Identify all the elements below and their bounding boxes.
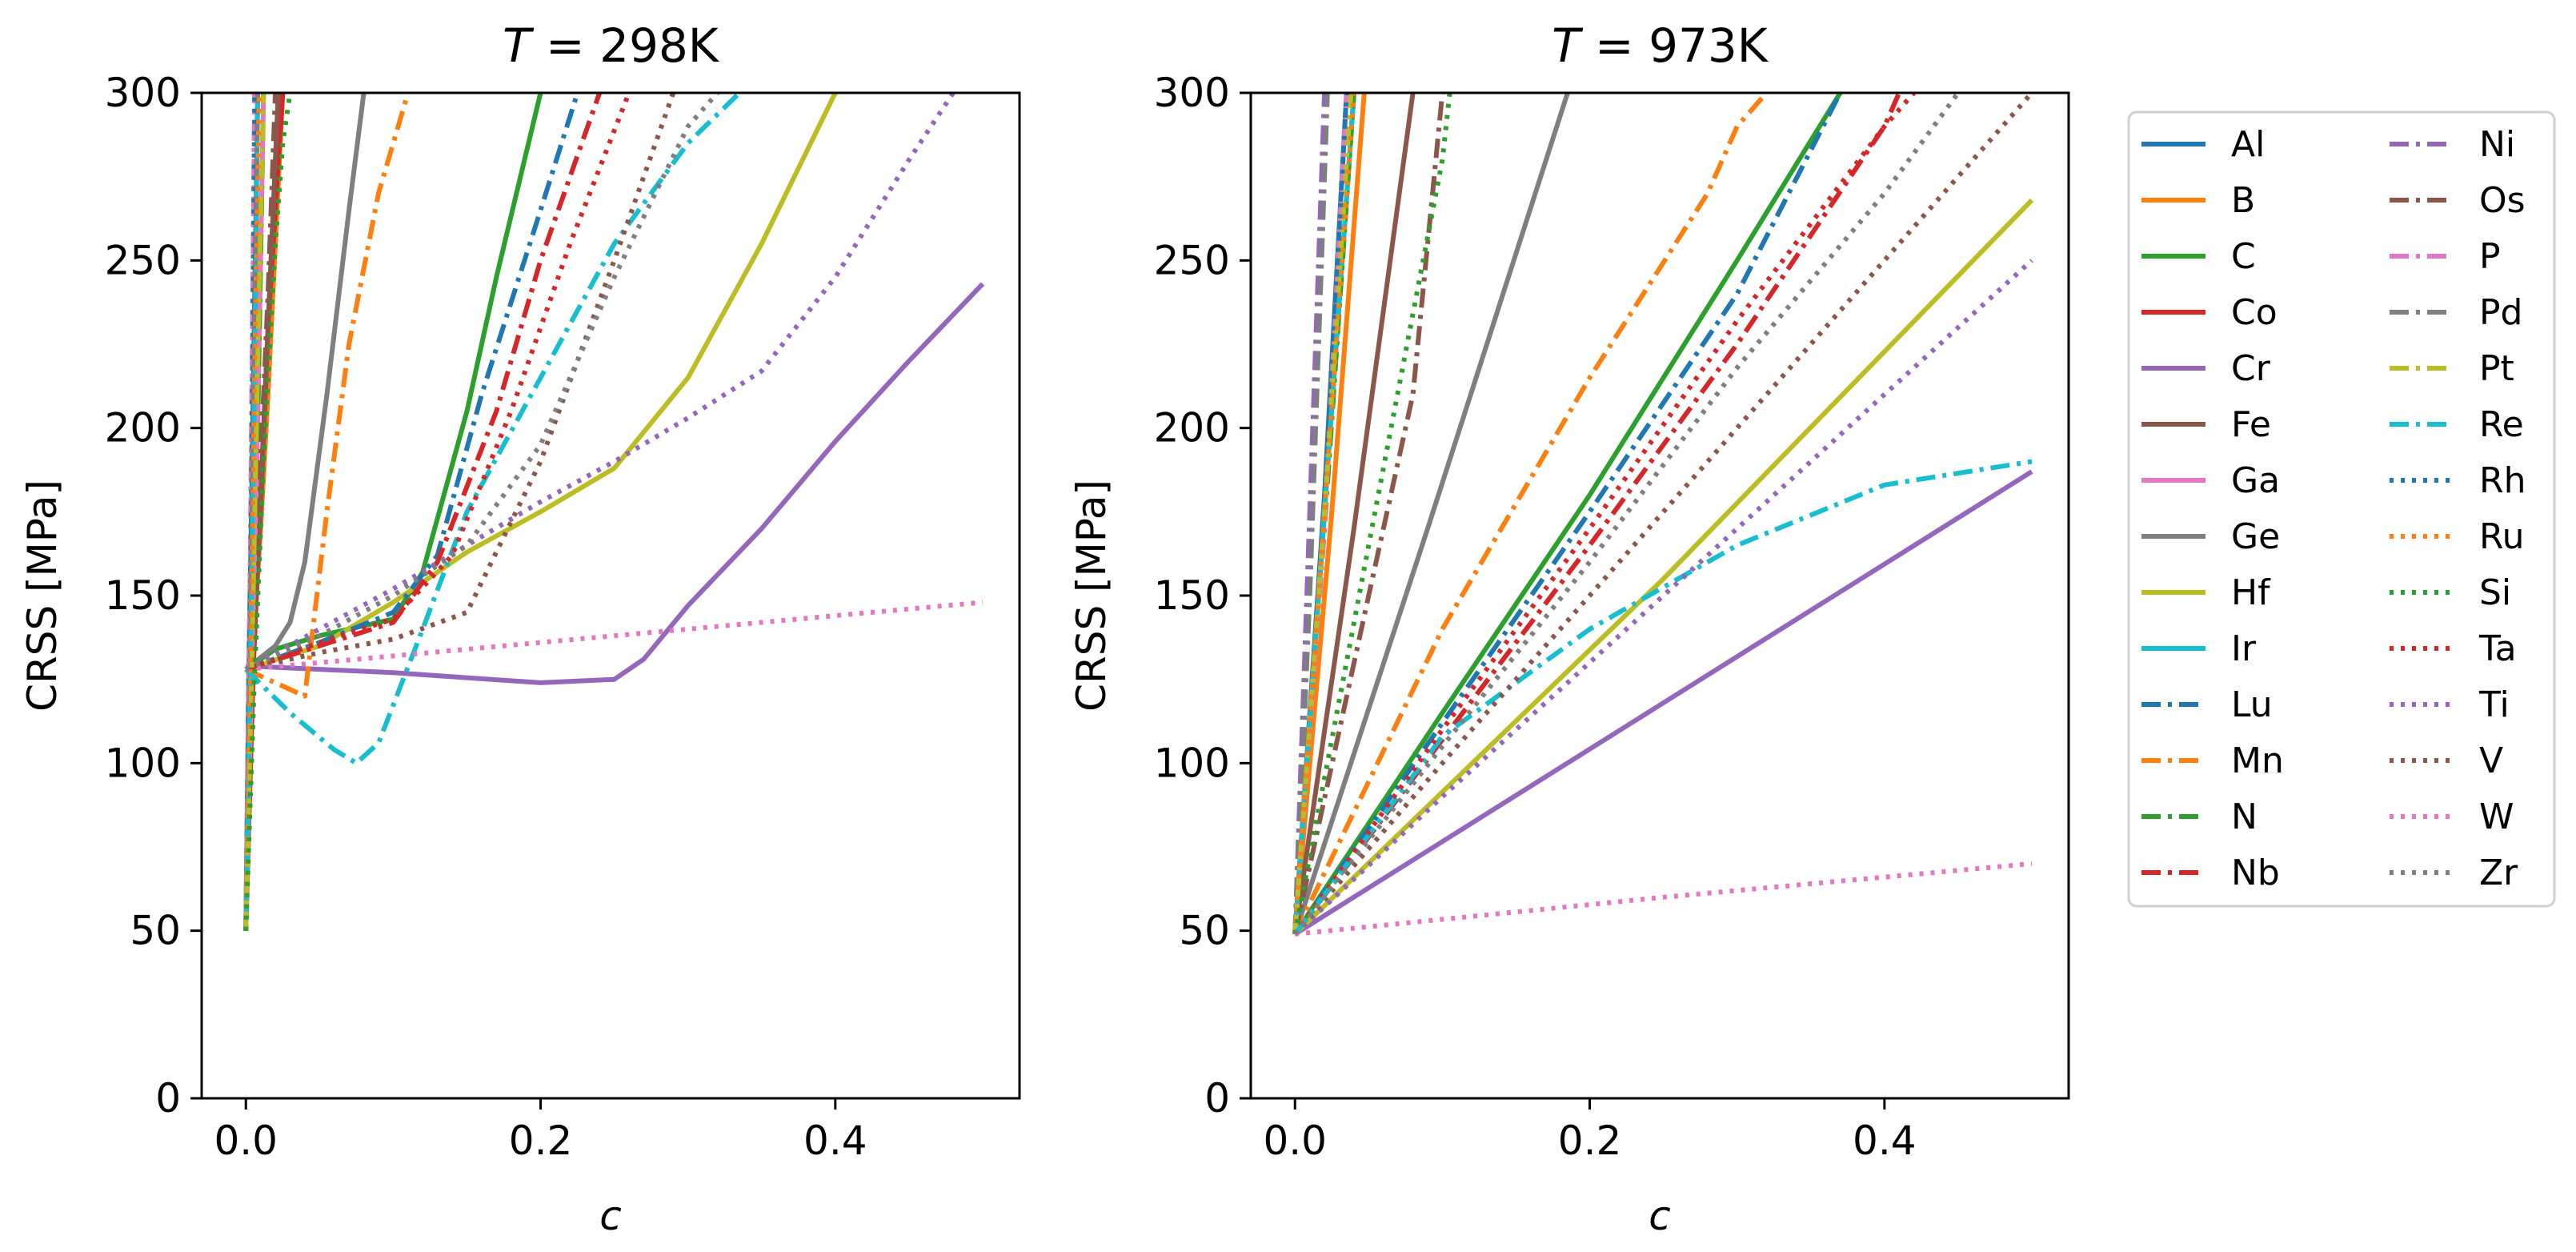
panel-right-series-ta <box>1292 93 1916 936</box>
legend-label-ru: Ru <box>2479 516 2524 557</box>
panel-left-xtick-label: 0.2 <box>509 1118 573 1164</box>
panel-left-xtick-label: 0.4 <box>803 1118 867 1164</box>
panel-right-title-rest: = 973K <box>1580 18 1769 73</box>
legend-label-zr: Zr <box>2479 853 2518 893</box>
legend-label-lu: Lu <box>2231 684 2273 725</box>
panel-left-series-nb <box>245 93 603 672</box>
panel-right-title-var: T <box>1552 18 1584 73</box>
panel-right-ylabel: CRSS [MPa] <box>1068 480 1115 712</box>
panel-left-ytick-label: 300 <box>105 70 181 116</box>
panel-left-ticks: 0.0 0.2 0.4 0 50 100 150 200 250 300 <box>105 70 867 1164</box>
panel-right-series-fe <box>1292 93 1416 935</box>
legend: Al BC Co Cr Fe Ga Ge Hf Ir Lu Mn N Nb Ni Os P Pd Pt Re Rh Ru… <box>2127 110 2556 908</box>
panel-right-ytick-label: 100 <box>1154 740 1230 786</box>
panel-right-series-hf <box>1293 198 2034 937</box>
panel-left-axes-frame <box>200 91 1021 1100</box>
panel-left-ytick-label: 50 <box>130 908 181 954</box>
panel-right-title: T = 973K <box>1552 18 1769 73</box>
panel-right-series-w <box>1294 861 2033 937</box>
legend-label-al: Al <box>2231 124 2265 165</box>
panel-left-title: T = 298K <box>503 18 720 73</box>
panel-right-ytick-label: 300 <box>1154 70 1230 116</box>
panel-left-series-cr <box>246 282 985 685</box>
panel-left-title-rest: = 298K <box>531 18 720 73</box>
panel-left: T = 298K 0.0 0.2 0.4 0 50 100 150 200 250 300 c C… <box>19 18 1021 1239</box>
legend-label-ga: Ga <box>2231 460 2280 501</box>
panel-left-title-var: T <box>503 18 535 73</box>
panel-right-series-si <box>1292 93 1452 935</box>
panel-right-series-os <box>1292 93 1445 935</box>
legend-label-n: N <box>2231 797 2258 837</box>
panel-right-series-c <box>1292 93 1843 936</box>
panel-right-series-ge <box>1292 93 1570 935</box>
legend-frame <box>2127 110 2556 908</box>
legend-label-ge: Ge <box>2231 516 2280 557</box>
panel-right-axes-frame <box>1249 91 2070 1100</box>
legend-label-rh: Rh <box>2479 460 2526 501</box>
panel-right-xtick-label: 0.4 <box>1853 1118 1917 1164</box>
panel-right: T = 973K 0.0 0.2 0.4 0 50 100 150 200 250 300 c C… <box>1068 18 2070 1239</box>
panel-right-series-v <box>1292 93 2034 936</box>
panel-right-series-re <box>1292 459 2033 936</box>
panel-right-ytick-label: 0 <box>1204 1075 1230 1122</box>
legend-entries: Al BC Co Cr Fe Ga Ge Hf Ir Lu Mn N Nb Ni Os P Pd Pt Re Rh Ru… <box>2141 124 2526 893</box>
legend-label-re: Re <box>2479 404 2524 445</box>
legend-label-w: W <box>2479 797 2514 837</box>
legend-label-pt: Pt <box>2479 348 2514 389</box>
panel-left-series-w <box>245 600 984 672</box>
panel-right-series-ti <box>1293 259 2034 937</box>
panel-left-series-ru <box>243 93 262 931</box>
panel-left-plot-area <box>243 93 985 931</box>
panel-left-ytick-label: 0 <box>155 1075 181 1122</box>
legend-label-fe: Fe <box>2231 404 2271 445</box>
panel-left-series-ge <box>244 93 367 672</box>
panel-left-series-re <box>244 93 742 766</box>
panel-right-xtick-label: 0.0 <box>1263 1118 1327 1164</box>
panel-left-ylabel: CRSS [MPa] <box>19 480 66 712</box>
panel-right-ticks: 0.0 0.2 0.4 0 50 100 150 200 250 300 <box>1154 70 1917 1164</box>
legend-label-v: V <box>2479 740 2503 781</box>
legend-label-co: Co <box>2231 292 2278 333</box>
panel-left-series-ta <box>245 93 631 672</box>
panel-right-series-pt <box>1292 93 1354 935</box>
legend-label-ir: Ir <box>2231 628 2257 669</box>
panel-right-ytick-label: 200 <box>1154 405 1230 451</box>
legend-label-pd: Pd <box>2479 292 2522 333</box>
panel-left-ytick-label: 250 <box>105 237 181 283</box>
panel-left-xlabel: c <box>599 1193 622 1239</box>
panel-left-xtick-label: 0.0 <box>214 1118 278 1164</box>
panel-right-ytick-label: 250 <box>1154 237 1230 283</box>
panel-left-ytick-label: 100 <box>105 740 181 786</box>
panel-left-series-zr <box>244 93 719 672</box>
legend-label-nb: Nb <box>2231 853 2280 893</box>
panel-right-xtick-label: 0.2 <box>1558 1118 1622 1164</box>
legend-label-b: B <box>2231 180 2255 221</box>
panel-left-ytick-label: 200 <box>105 405 181 451</box>
panel-right-series-pd <box>1292 93 1330 935</box>
legend-label-os: Os <box>2479 180 2526 221</box>
panel-right-plot-area <box>1292 93 2034 937</box>
legend-label-ti: Ti <box>2478 684 2510 725</box>
legend-label-hf: Hf <box>2231 572 2271 613</box>
panel-right-series-mn <box>1292 93 1769 936</box>
panel-right-ytick-label: 50 <box>1179 908 1230 954</box>
panel-right-series-cr <box>1293 469 2033 937</box>
panel-right-series-zr <box>1292 93 1961 936</box>
panel-left-series-mn <box>244 93 411 699</box>
panel-left-series-os <box>243 93 278 931</box>
legend-label-mn: Mn <box>2231 740 2284 781</box>
legend-label-c: C <box>2231 236 2256 277</box>
panel-left-ytick-label: 150 <box>105 572 181 619</box>
legend-label-ni: Ni <box>2479 124 2515 165</box>
panel-right-ytick-label: 150 <box>1154 572 1230 619</box>
legend-label-ta: Ta <box>2478 628 2517 669</box>
legend-label-p: P <box>2479 236 2501 277</box>
legend-label-si: Si <box>2479 572 2511 613</box>
panel-right-xlabel: c <box>1649 1193 1671 1239</box>
panel-left-series-si <box>243 93 293 931</box>
legend-label-cr: Cr <box>2231 348 2271 389</box>
